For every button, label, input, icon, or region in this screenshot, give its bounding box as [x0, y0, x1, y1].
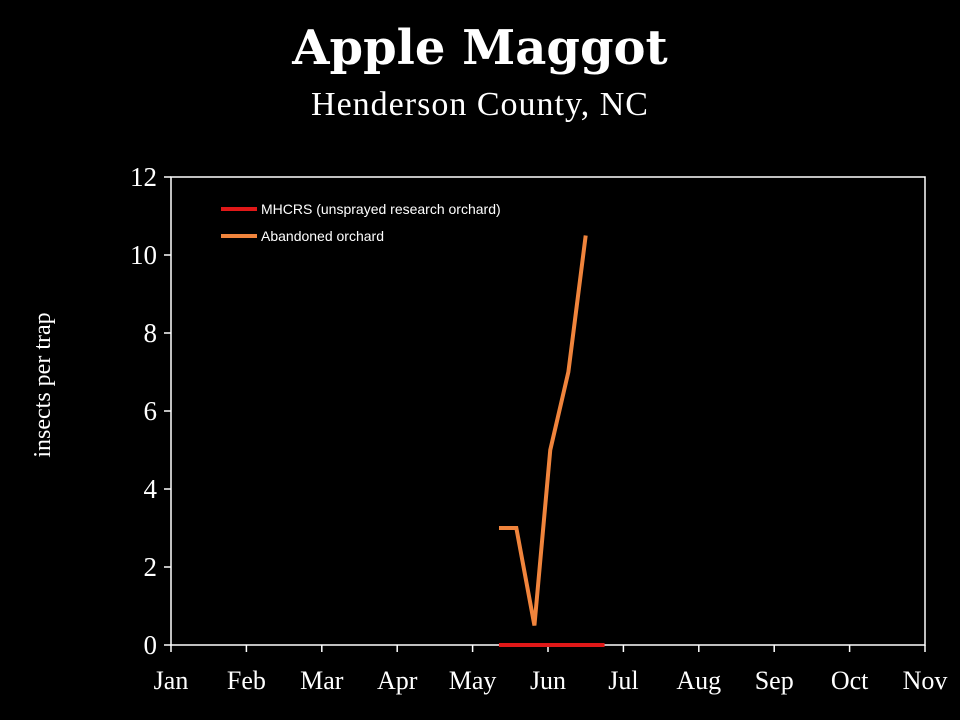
- chart-title: Apple Maggot: [292, 20, 668, 76]
- legend-label: Abandoned orchard: [261, 228, 384, 244]
- x-tick-label: Sep: [755, 666, 794, 695]
- y-tick-label: 12: [130, 162, 157, 192]
- x-tick-label: Oct: [831, 666, 869, 695]
- chart-subtitle: Henderson County, NC: [311, 86, 649, 123]
- y-tick-label: 8: [144, 318, 158, 348]
- y-tick-label: 4: [144, 474, 158, 504]
- y-axis-label: insects per trap: [30, 312, 56, 457]
- x-tick-label: Jun: [530, 666, 566, 695]
- x-tick-label: Nov: [903, 666, 948, 695]
- x-tick-label: Aug: [676, 666, 721, 695]
- legend-label: MHCRS (unsprayed research orchard): [261, 201, 501, 217]
- x-tick-label: Mar: [300, 666, 344, 695]
- y-tick-label: 6: [144, 396, 158, 426]
- x-tick-label: May: [449, 666, 497, 695]
- y-tick-label: 0: [144, 630, 158, 660]
- x-tick-label: Apr: [377, 666, 418, 695]
- series-line-1: [498, 235, 588, 626]
- x-tick-label: Jul: [608, 666, 638, 695]
- y-tick-label: 2: [144, 552, 158, 582]
- y-tick-label: 10: [130, 240, 157, 270]
- x-tick-label: Feb: [227, 666, 266, 695]
- x-tick-label: Jan: [154, 666, 189, 695]
- plot-area: [170, 176, 926, 646]
